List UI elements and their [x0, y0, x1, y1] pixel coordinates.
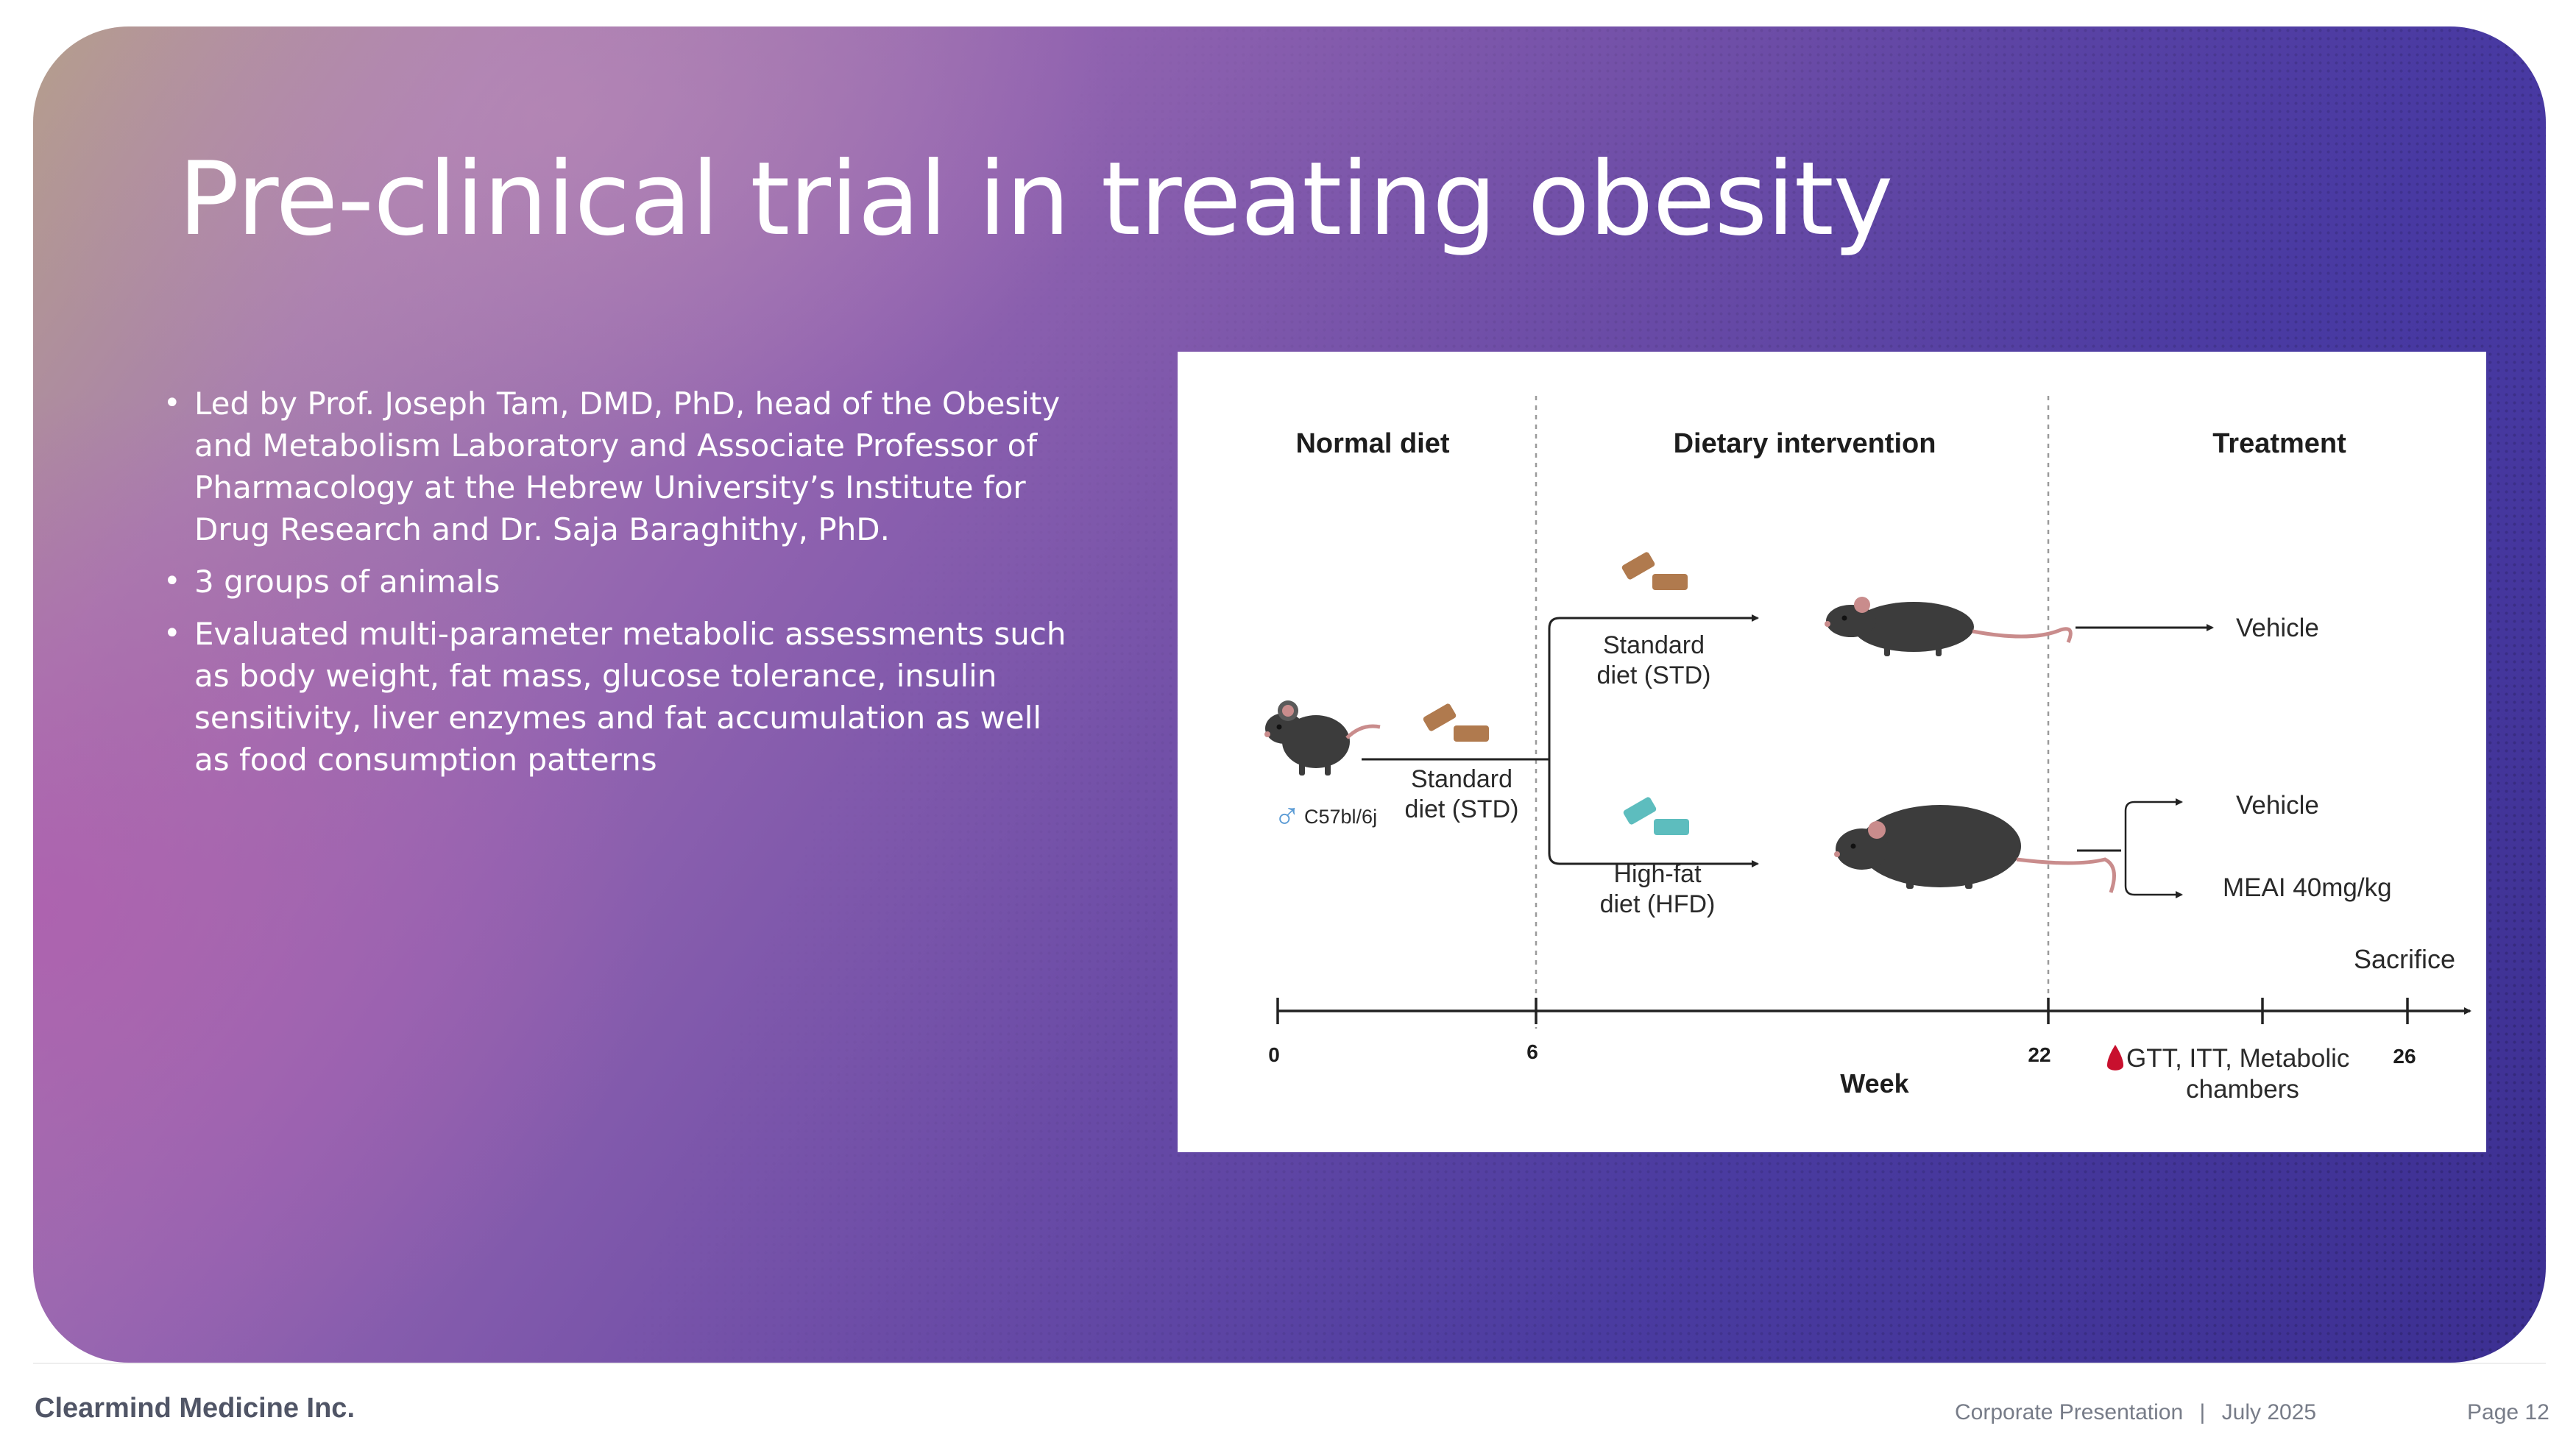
bullet-item: • Evaluated multi-parameter metabolic as… — [163, 613, 1069, 781]
hfd-branch-label-line1: High-fat — [1613, 860, 1702, 888]
initial-diet-label-line1: Standard — [1411, 765, 1512, 793]
high-fat-chow-icon — [1622, 795, 1689, 835]
treatment-meai-label: MEAI 40mg/kg — [2223, 873, 2392, 902]
treatment-std-vehicle-label: Vehicle — [2236, 614, 2319, 642]
footer-separator: | — [2199, 1400, 2206, 1424]
tests-label-line1: GTT, ITT, Metabolic — [2126, 1044, 2349, 1073]
lean-mouse-illustration — [1825, 597, 2073, 656]
male-symbol-icon: ♂ — [1273, 795, 1301, 837]
std-branch-arrow — [1548, 614, 1759, 759]
phase-header-normal-diet: Normal diet — [1295, 428, 1449, 459]
bullet-text: Led by Prof. Joseph Tam, DMD, PhD, head … — [194, 386, 1061, 547]
standard-chow-icon — [1422, 702, 1489, 742]
slide-title: Pre-clinical trial in treating obesity — [178, 140, 1893, 258]
hfd-branch-label-line2: diet (HFD) — [1600, 890, 1716, 918]
hfd-meai-arrow — [2124, 851, 2183, 898]
footer-presentation-info: Corporate Presentation | July 2025 — [1955, 1400, 2316, 1425]
bullet-item: • 3 groups of animals — [163, 561, 1069, 603]
sacrifice-label: Sacrifice — [2354, 944, 2455, 974]
timeline-tick-label-0: 0 — [1268, 1043, 1280, 1066]
initial-diet-label-line2: diet (STD) — [1405, 795, 1519, 823]
bullet-text: 3 groups of animals — [194, 564, 500, 600]
bullet-item: • Led by Prof. Joseph Tam, DMD, PhD, hea… — [163, 383, 1069, 550]
bullet-marker: • — [163, 617, 181, 650]
timeline-tick-label-26: 26 — [2393, 1045, 2416, 1068]
bullet-marker: • — [163, 564, 181, 598]
hfd-vehicle-arrow — [2124, 798, 2183, 851]
bullet-text: Evaluated multi-parameter metabolic asse… — [194, 616, 1066, 778]
phase-header-treatment: Treatment — [2212, 428, 2346, 459]
treatment-hfd-vehicle-label: Vehicle — [2236, 791, 2319, 820]
footer-page-number: Page 12 — [2467, 1400, 2550, 1424]
footer-company-name: Clearmind Medicine Inc. — [35, 1393, 355, 1424]
bullet-list: • Led by Prof. Joseph Tam, DMD, PhD, hea… — [163, 383, 1069, 791]
bullet-marker: • — [163, 386, 181, 420]
blood-drop-icon — [2107, 1045, 2123, 1071]
obese-mouse-illustration — [1834, 805, 2116, 893]
tests-label-line2: chambers — [2186, 1075, 2299, 1104]
std-branch-label-line2: diet (STD) — [1597, 661, 1711, 689]
starting-mouse-illustration — [1264, 700, 1381, 776]
footer-divider — [33, 1363, 2546, 1364]
standard-chow-icon — [1621, 550, 1688, 590]
timeline-tick-label-6: 6 — [1526, 1040, 1538, 1063]
footer-date: July 2025 — [2221, 1400, 2317, 1424]
hfd-branch-arrow — [1548, 759, 1759, 867]
phase-header-dietary-intervention: Dietary intervention — [1674, 428, 1936, 459]
timeline-tick-label-22: 22 — [2028, 1043, 2050, 1066]
study-design-svg: Normal diet Dietary intervention Treatme… — [1264, 396, 2471, 1104]
std-branch-label-line1: Standard — [1603, 631, 1705, 659]
study-design-diagram: Normal diet Dietary intervention Treatme… — [1178, 352, 2486, 1152]
footer-presentation-title: Corporate Presentation — [1955, 1400, 2184, 1424]
timeline-axis-label: Week — [1840, 1068, 1909, 1099]
strain-label: C57bl/6j — [1304, 806, 1377, 828]
